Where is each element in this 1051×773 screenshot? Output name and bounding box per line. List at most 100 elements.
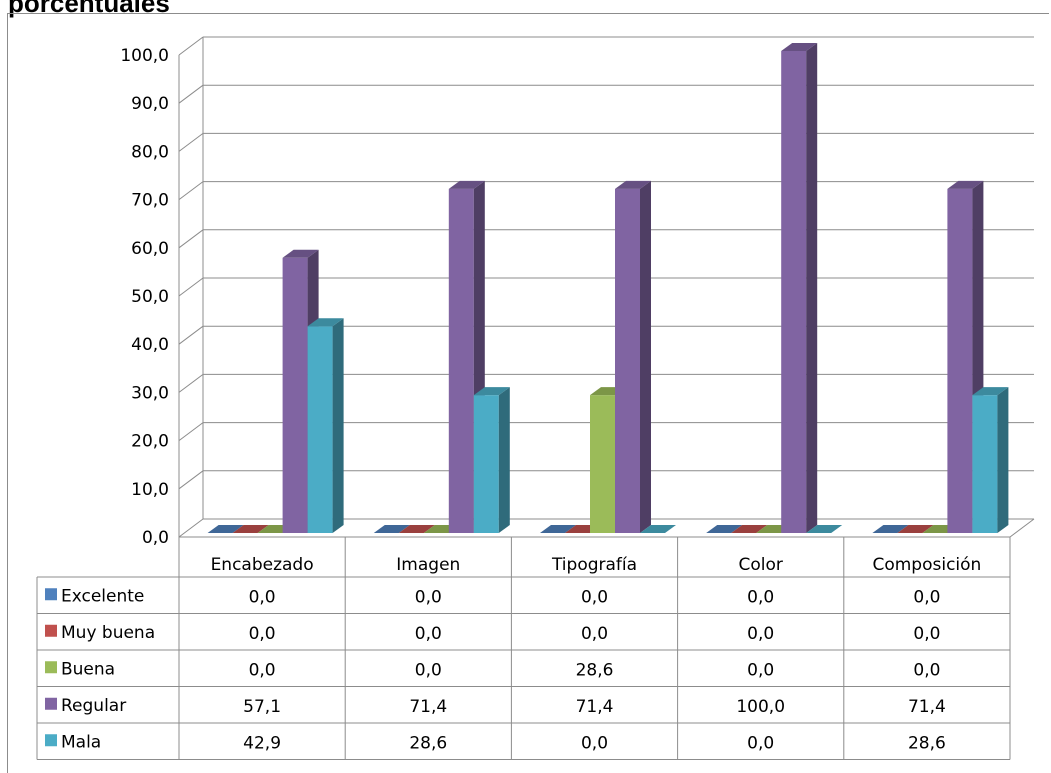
data-cell: 0,0 xyxy=(581,733,608,753)
data-cell: 0,0 xyxy=(747,660,774,680)
category-label: Encabezado xyxy=(211,555,314,575)
series-label: Muy buena xyxy=(61,623,155,643)
data-cell: 0,0 xyxy=(581,587,608,607)
bar xyxy=(947,188,973,534)
gridline-depth xyxy=(178,277,204,297)
category-label: Imagen xyxy=(396,555,460,575)
data-cell: 57,1 xyxy=(243,697,281,717)
bar-top xyxy=(972,387,1009,396)
data-cell: 0,0 xyxy=(249,660,276,680)
data-cell: 0,0 xyxy=(415,624,442,644)
legend-key xyxy=(45,661,57,674)
legend-key xyxy=(45,697,57,710)
bar-top xyxy=(872,525,909,533)
data-cell: 71,4 xyxy=(908,697,946,717)
bar xyxy=(590,395,615,533)
bar-top xyxy=(398,525,435,533)
gridline-depth xyxy=(178,518,204,538)
chart-frame xyxy=(7,13,1049,773)
data-cell: 0,0 xyxy=(913,660,940,680)
series-label: Regular xyxy=(61,696,126,716)
data-cell: 0,0 xyxy=(913,587,940,607)
gridline-depth xyxy=(178,422,204,442)
data-cell: 0,0 xyxy=(249,624,276,644)
floor-right xyxy=(1009,518,1035,538)
bar-top xyxy=(806,525,843,533)
data-cell: 0,0 xyxy=(415,660,442,680)
y-tick-label: 90,0 xyxy=(131,94,169,114)
bar-side xyxy=(332,318,344,533)
gridline-depth xyxy=(178,373,204,393)
data-cell: 0,0 xyxy=(415,587,442,607)
gridline-depth xyxy=(178,470,204,490)
bar-top xyxy=(373,525,410,533)
bar-side xyxy=(997,387,1009,533)
bar-top xyxy=(282,249,319,258)
y-tick-label: 40,0 xyxy=(131,335,169,355)
data-cell: 28,6 xyxy=(576,660,614,680)
y-tick-label: 30,0 xyxy=(131,383,169,403)
bar-top xyxy=(615,180,651,189)
y-tick-label: 100,0 xyxy=(120,46,169,66)
y-tick-label: 20,0 xyxy=(131,432,169,452)
data-cell: 28,6 xyxy=(409,733,447,753)
gridline-depth xyxy=(178,229,204,249)
gridline-depth xyxy=(178,132,204,152)
bar-side xyxy=(806,43,818,533)
bar-top xyxy=(448,180,485,189)
y-tick-label: 0,0 xyxy=(142,528,169,548)
bar-top xyxy=(232,525,269,533)
data-cell: 100,0 xyxy=(736,697,785,717)
legend-key xyxy=(45,588,57,601)
y-tick-label: 60,0 xyxy=(131,239,169,259)
bar-top xyxy=(207,525,244,533)
y-tick-label: 70,0 xyxy=(131,191,169,211)
bar xyxy=(781,51,807,533)
series-label: Excelente xyxy=(61,586,144,606)
data-cell: 71,4 xyxy=(576,697,614,717)
gridline-depth xyxy=(178,181,204,201)
bar-top xyxy=(540,525,576,533)
y-axis: 0,0 10,0 20,0 30,0 40,0 50,0 60,0 70,0 80,0 90,0 1… xyxy=(120,46,169,548)
bar xyxy=(615,188,640,534)
bar xyxy=(473,395,499,533)
data-cell: 42,9 xyxy=(243,733,281,753)
bar-top xyxy=(640,525,676,533)
data-cell: 0,0 xyxy=(913,624,940,644)
data-cell: 0,0 xyxy=(747,587,774,607)
legend-key xyxy=(45,734,57,747)
category-label: Tipografía xyxy=(551,555,637,575)
data-cell: 28,6 xyxy=(908,733,946,753)
bar-side xyxy=(640,180,651,534)
data-cell: 71,4 xyxy=(409,697,447,717)
bar xyxy=(972,395,998,533)
bar-top xyxy=(473,387,510,396)
bar-top xyxy=(781,43,818,51)
category-label: Color xyxy=(739,555,783,575)
bar-top xyxy=(307,318,344,327)
y-tick-label: 80,0 xyxy=(131,142,169,162)
gridline-depth xyxy=(178,325,204,345)
series-label: Mala xyxy=(61,732,101,752)
bar xyxy=(307,326,333,533)
bar-side xyxy=(498,387,510,533)
bars xyxy=(207,43,1009,534)
data-cell: 0,0 xyxy=(747,733,774,753)
data-cell: 0,0 xyxy=(747,624,774,644)
y-tick-label: 10,0 xyxy=(131,480,169,500)
bar xyxy=(448,188,474,534)
category-label: Composición xyxy=(872,555,981,575)
y-tick-label: 50,0 xyxy=(131,287,169,307)
data-table: Encabezado Imagen Tipografía Color Composici… xyxy=(36,537,1011,760)
series-label: Buena xyxy=(61,659,115,679)
bar xyxy=(282,257,308,533)
data-cell: 0,0 xyxy=(249,587,276,607)
bar-top xyxy=(706,525,743,533)
bar-top xyxy=(731,525,768,533)
legend-key xyxy=(45,624,57,637)
gridline-depth xyxy=(178,36,204,56)
bar-top xyxy=(947,180,984,189)
data-cell: 0,0 xyxy=(581,624,608,644)
bar-top xyxy=(897,525,934,533)
